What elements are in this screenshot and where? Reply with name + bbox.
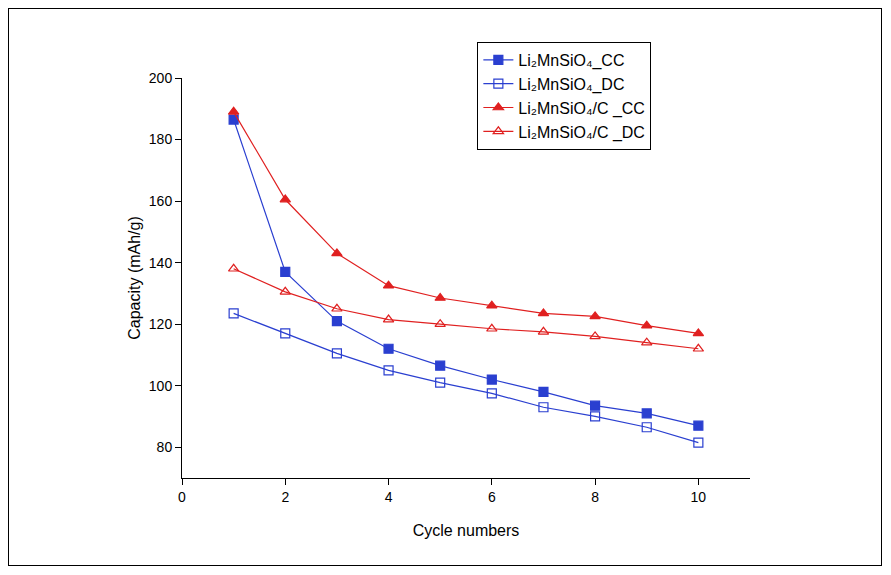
svg-text:Li₂MnSiO₄/C _DC: Li₂MnSiO₄/C _DC [518,124,645,142]
svg-text:180: 180 [149,131,173,147]
svg-text:4: 4 [385,489,393,505]
svg-text:6: 6 [488,489,496,505]
svg-text:120: 120 [149,316,173,332]
svg-text:Capacity (mAh/g): Capacity (mAh/g) [126,216,143,340]
svg-text:Li₂MnSiO₄/C _CC: Li₂MnSiO₄/C _CC [518,100,645,118]
svg-text:10: 10 [691,489,707,505]
svg-text:Cycle numbers: Cycle numbers [413,522,520,539]
svg-text:8: 8 [591,489,599,505]
svg-text:0: 0 [178,489,186,505]
svg-text:160: 160 [149,193,173,209]
svg-text:100: 100 [149,378,173,394]
svg-text:200: 200 [149,70,173,86]
svg-text:140: 140 [149,255,173,271]
svg-text:80: 80 [157,439,173,455]
svg-text:2: 2 [281,489,289,505]
svg-text:Li₂MnSiO₄_CC: Li₂MnSiO₄_CC [518,52,624,70]
svg-text:Li₂MnSiO₄_DC: Li₂MnSiO₄_DC [518,76,624,94]
